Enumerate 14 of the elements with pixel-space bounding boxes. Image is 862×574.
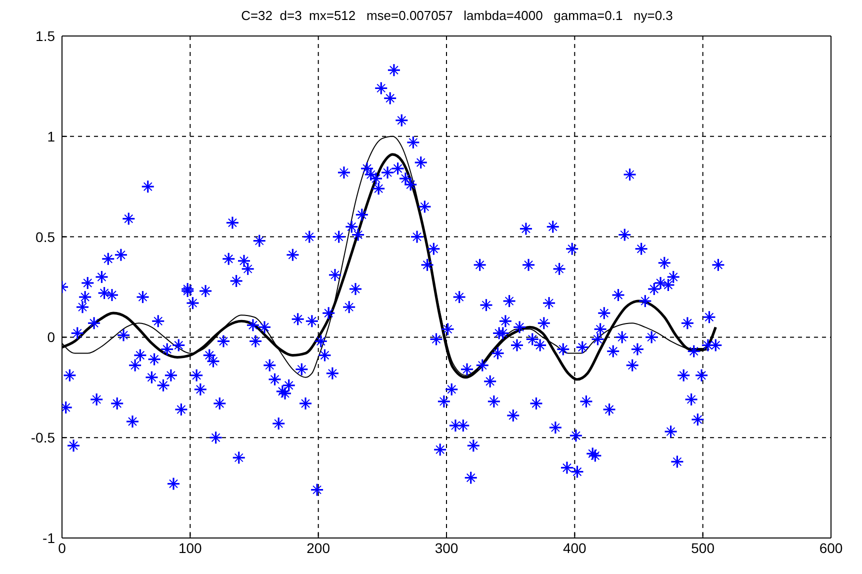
- x-tick-label: 200: [306, 540, 330, 556]
- x-tick-label: 100: [178, 540, 202, 556]
- chart-title: C=32 d=3 mx=512 mse=0.007057 lambda=4000 gamma=0.1 ny=0.3: [240, 8, 674, 23]
- x-tick-label: 500: [691, 540, 715, 556]
- y-tick-label: -1: [42, 530, 56, 546]
- y-tick-label: 0: [47, 329, 56, 346]
- x-tick-label: 600: [819, 540, 843, 556]
- y-tick-label: 0.5: [36, 228, 56, 245]
- y-tick-label: -0.5: [30, 430, 56, 446]
- y-tick-label: 1: [47, 128, 56, 144]
- x-tick-label: 400: [562, 540, 587, 556]
- x-tick-label: 300: [434, 540, 458, 556]
- x-tick-label: 0: [58, 540, 66, 556]
- y-tick-label: 1.5: [36, 28, 56, 44]
